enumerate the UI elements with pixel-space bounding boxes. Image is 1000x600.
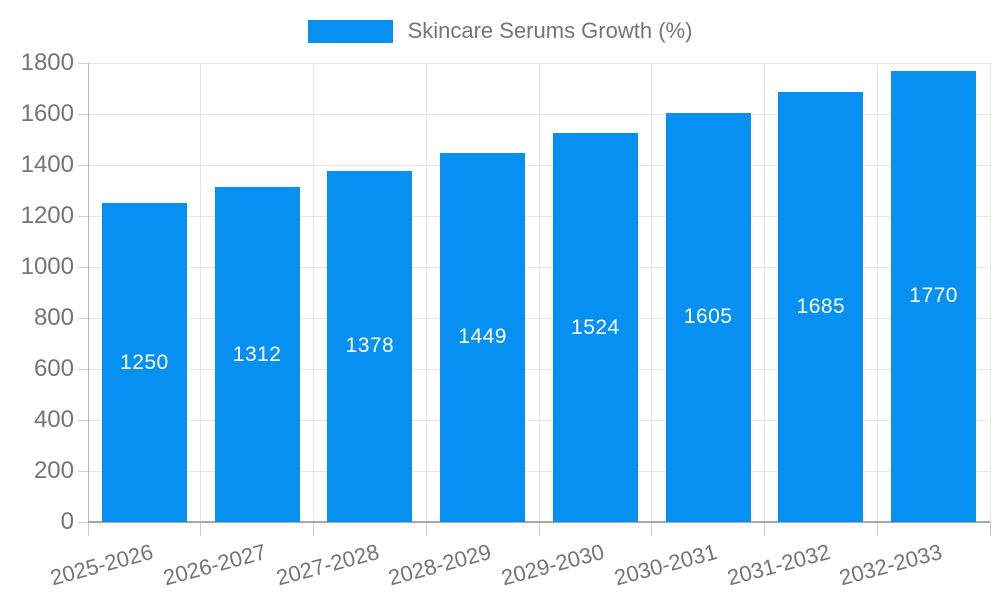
x-axis-tick bbox=[87, 522, 89, 536]
x-axis-line bbox=[88, 521, 990, 523]
bar-value-label: 1524 bbox=[571, 315, 620, 339]
x-axis-tick-label: 2028-2029 bbox=[385, 539, 495, 591]
bar-value-label: 1605 bbox=[683, 305, 733, 329]
gridline bbox=[651, 63, 653, 522]
y-axis-tick-label: 1800 bbox=[20, 49, 74, 76]
y-axis-tick bbox=[78, 419, 88, 421]
gridline bbox=[313, 63, 314, 522]
x-axis-tick-label: 2032-2033 bbox=[836, 539, 946, 591]
gridline bbox=[425, 63, 427, 522]
y-axis-tick-label: 1000 bbox=[20, 253, 74, 280]
legend-label: Skincare Serums Growth (%) bbox=[407, 18, 693, 43]
y-axis-tick bbox=[78, 317, 88, 319]
y-axis-tick bbox=[78, 368, 88, 370]
gridline bbox=[876, 63, 878, 522]
bar-value-label: 1770 bbox=[909, 284, 958, 308]
y-axis-tick bbox=[78, 215, 88, 217]
bar[interactable]: 1770 bbox=[891, 70, 977, 522]
bar[interactable]: 1524 bbox=[552, 133, 638, 522]
gridline bbox=[200, 63, 202, 522]
x-axis-tick bbox=[764, 522, 765, 536]
y-axis-tick-label: 800 bbox=[33, 304, 74, 331]
legend[interactable]: Skincare Serums Growth (%) bbox=[0, 18, 1000, 44]
legend-swatch bbox=[307, 19, 393, 43]
y-axis-tick-label: 400 bbox=[33, 406, 74, 433]
x-axis-tick bbox=[651, 522, 653, 536]
bar-value-label: 1378 bbox=[345, 334, 395, 358]
y-axis-tick-label: 1600 bbox=[20, 100, 74, 127]
bar-value-label: 1685 bbox=[796, 295, 846, 319]
bar-value-label: 1312 bbox=[232, 342, 282, 366]
x-axis-tick bbox=[313, 522, 314, 536]
x-axis-tick-label: 2027-2028 bbox=[273, 539, 382, 591]
bar[interactable]: 1312 bbox=[214, 187, 300, 522]
gridline bbox=[989, 63, 991, 522]
y-axis-tick-label: 1200 bbox=[20, 202, 74, 229]
y-axis-tick-label: 1400 bbox=[20, 151, 74, 178]
y-axis-tick bbox=[78, 470, 88, 472]
bar-value-label: 1250 bbox=[120, 350, 169, 374]
bar[interactable]: 1685 bbox=[778, 92, 864, 522]
y-axis-tick bbox=[78, 113, 88, 115]
y-axis-tick-label: 200 bbox=[33, 457, 74, 484]
bar[interactable]: 1449 bbox=[440, 152, 526, 522]
x-axis-tick-label: 2026-2027 bbox=[160, 539, 269, 591]
x-axis-tick-label: 2030-2031 bbox=[611, 539, 720, 591]
x-axis-tick bbox=[876, 522, 878, 536]
gridline bbox=[538, 63, 540, 522]
y-axis-tick bbox=[78, 266, 88, 268]
x-axis-tick-label: 2031-2032 bbox=[724, 539, 833, 591]
gridline bbox=[764, 63, 765, 522]
y-axis-tick-label: 600 bbox=[33, 355, 74, 382]
y-axis-line bbox=[87, 63, 89, 522]
bar[interactable]: 1250 bbox=[101, 203, 187, 522]
y-axis-tick bbox=[78, 164, 88, 166]
x-axis-tick bbox=[425, 522, 427, 536]
y-axis-tick-label: 0 bbox=[60, 508, 74, 535]
x-axis-tick-label: 2029-2030 bbox=[498, 539, 607, 591]
y-axis-tick bbox=[78, 521, 88, 523]
x-axis-tick bbox=[200, 522, 202, 536]
bar-value-label: 1449 bbox=[458, 325, 507, 349]
y-axis-tick bbox=[78, 62, 88, 64]
x-axis-tick bbox=[989, 522, 991, 536]
x-axis-tick-label: 2025-2026 bbox=[47, 539, 156, 591]
x-axis-tick bbox=[538, 522, 540, 536]
bar[interactable]: 1605 bbox=[665, 112, 751, 522]
bar[interactable]: 1378 bbox=[327, 170, 413, 522]
